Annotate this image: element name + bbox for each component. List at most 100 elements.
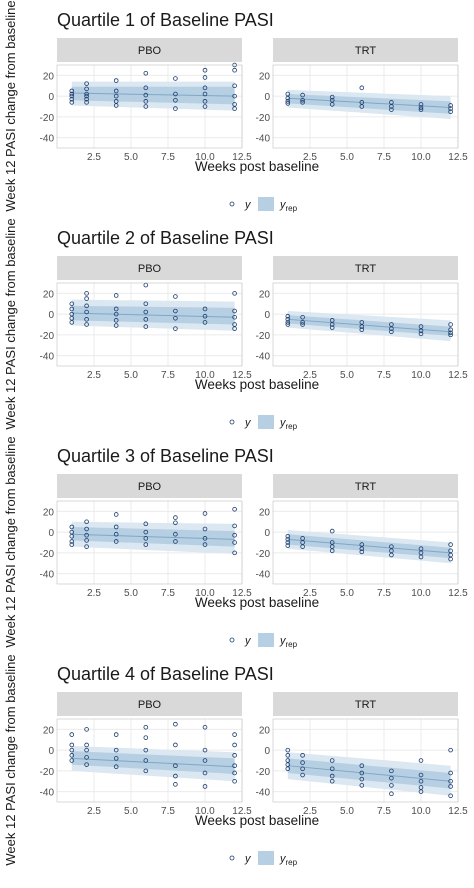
facet-strip bbox=[273, 256, 458, 280]
observed-point bbox=[143, 747, 149, 753]
x-tick-label: 12.5 bbox=[448, 370, 468, 381]
x-tick-label: 10.0 bbox=[195, 806, 215, 817]
observed-point bbox=[232, 523, 237, 529]
x-tick-label: 5.0 bbox=[340, 370, 354, 381]
x-tick-label: 5.0 bbox=[340, 152, 354, 163]
x-tick-label: 7.5 bbox=[377, 370, 391, 381]
observed-point bbox=[300, 320, 305, 325]
legend-yrep-swatch bbox=[258, 415, 274, 429]
observed-point bbox=[202, 724, 208, 730]
observed-point bbox=[69, 88, 75, 94]
legend: y yrep bbox=[229, 851, 298, 867]
observed-point bbox=[113, 311, 119, 317]
x-tick-label: 2.5 bbox=[303, 370, 317, 381]
x-tick-label: 7.5 bbox=[161, 806, 175, 817]
observed-point bbox=[232, 532, 237, 538]
observed-point bbox=[113, 318, 119, 323]
y-tick-label: -20 bbox=[40, 549, 55, 560]
x-tick-label: 7.5 bbox=[161, 370, 175, 381]
observed-point bbox=[202, 542, 208, 547]
facet-label: PBO bbox=[138, 699, 162, 711]
observed-point bbox=[113, 293, 119, 298]
observed-point bbox=[69, 320, 75, 325]
x-tick-label: 12.5 bbox=[232, 806, 252, 817]
observed-point bbox=[329, 325, 335, 330]
yrep-median-line bbox=[287, 538, 451, 554]
y-tick-label: 0 bbox=[48, 92, 54, 103]
y-tick-label: -40 bbox=[40, 352, 55, 363]
observed-point bbox=[69, 91, 75, 97]
observed-point bbox=[173, 76, 178, 81]
legend-yrep-label: yrep bbox=[279, 635, 298, 649]
observed-point bbox=[232, 93, 237, 99]
observed-point bbox=[173, 106, 178, 111]
x-tick-label: 12.5 bbox=[448, 806, 468, 817]
plot-border bbox=[272, 500, 459, 585]
observed-point bbox=[143, 104, 149, 109]
x-axis-title: Weeks post baseline bbox=[195, 813, 319, 828]
yrep-median-line bbox=[287, 765, 451, 782]
observed-point bbox=[173, 315, 178, 321]
legend-y-symbol bbox=[229, 637, 235, 643]
x-tick-label: 2.5 bbox=[303, 152, 317, 163]
observed-point bbox=[232, 770, 237, 776]
yrep-median-line bbox=[71, 312, 235, 318]
observed-point bbox=[173, 773, 178, 779]
y-tick-label: 0 bbox=[48, 528, 54, 539]
observed-point bbox=[300, 314, 305, 320]
observed-point bbox=[359, 770, 365, 776]
facet-label: TRT bbox=[355, 45, 376, 57]
y-tick-label: -20 bbox=[256, 113, 271, 124]
observed-point bbox=[285, 320, 291, 325]
observed-point bbox=[69, 539, 75, 544]
observed-point bbox=[448, 103, 453, 108]
x-tick-label: 2.5 bbox=[87, 370, 101, 381]
y-tick-label: -40 bbox=[40, 570, 55, 581]
observed-point bbox=[232, 106, 237, 111]
observed-point bbox=[84, 309, 89, 315]
x-tick-label: 12.5 bbox=[232, 152, 252, 163]
legend-yrep-label: yrep bbox=[279, 417, 298, 431]
observed-point bbox=[84, 296, 89, 301]
y-tick-label: 0 bbox=[264, 746, 270, 757]
observed-point bbox=[84, 322, 89, 327]
observed-point bbox=[84, 526, 89, 532]
quartile-section-1: Quartile 1 of Baseline PASI PBO 20 0 -20 -40 2… bbox=[3, 0, 468, 213]
observed-point bbox=[232, 753, 237, 758]
observed-point bbox=[300, 100, 305, 105]
observed-point bbox=[173, 326, 178, 331]
yrep-median-line bbox=[287, 318, 451, 333]
observed-point bbox=[232, 763, 237, 768]
panel-trt: TRT 20 0 -20 -40 2.5 5.0 7.5 10.0 12.5 bbox=[256, 38, 468, 163]
observed-point bbox=[143, 92, 149, 98]
x-tick-label: 5.0 bbox=[124, 152, 138, 163]
x-tick-label: 12.5 bbox=[448, 152, 468, 163]
y-tick-label: 20 bbox=[43, 71, 55, 82]
observed-point bbox=[389, 552, 394, 558]
y-tick-label: -20 bbox=[256, 767, 271, 778]
observed-point bbox=[300, 92, 305, 98]
observed-point bbox=[448, 330, 453, 336]
plot-border bbox=[56, 282, 243, 367]
x-tick-label: 2.5 bbox=[87, 588, 101, 599]
x-tick-label: 10.0 bbox=[195, 370, 215, 381]
x-axis-title: Weeks post baseline bbox=[195, 595, 319, 610]
observed-point bbox=[69, 753, 75, 758]
y-tick-label: 0 bbox=[264, 528, 270, 539]
observed-point bbox=[69, 758, 75, 763]
y-tick-label: -20 bbox=[256, 549, 271, 560]
observed-point bbox=[202, 758, 208, 763]
observed-point bbox=[69, 301, 75, 307]
x-tick-label: 2.5 bbox=[87, 806, 101, 817]
observed-point bbox=[329, 94, 335, 100]
plot-border bbox=[272, 282, 459, 367]
x-tick-label: 10.0 bbox=[195, 588, 215, 599]
y-tick-label: -40 bbox=[256, 352, 271, 363]
observed-point bbox=[84, 532, 89, 538]
observed-point bbox=[113, 93, 119, 99]
x-tick-label: 10.0 bbox=[411, 152, 431, 163]
observed-point bbox=[285, 322, 291, 327]
observed-point bbox=[173, 721, 178, 727]
observed-point bbox=[448, 556, 453, 562]
